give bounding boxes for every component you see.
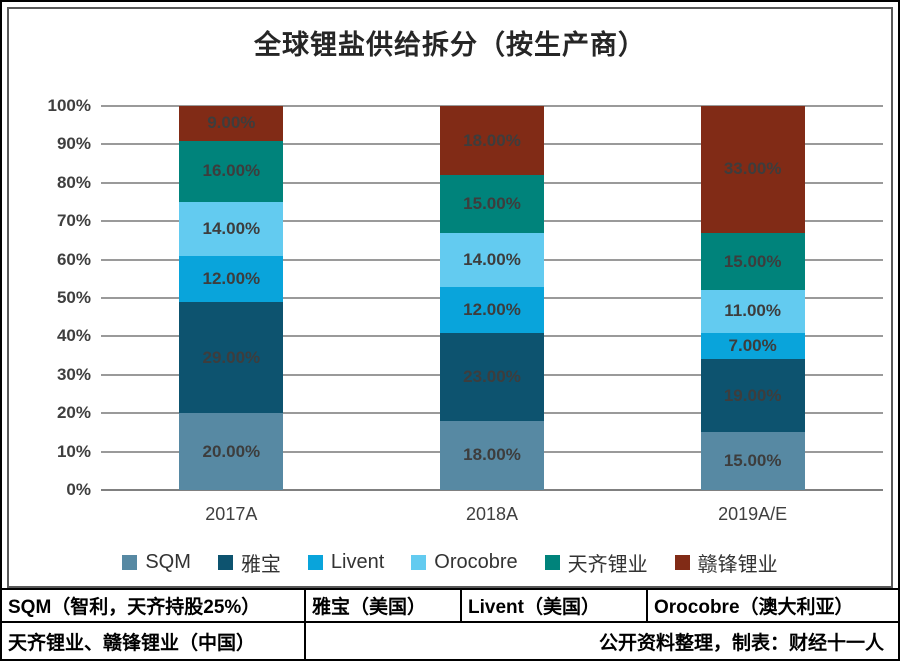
legend-item-Livent: Livent — [307, 551, 385, 574]
segment-天齐锂业-2017A: 16.00% — [179, 140, 284, 203]
segment-value-label: 12.00% — [463, 299, 521, 319]
bar-2018A: 18.00% 23.00% 12.00% 14.00% 15.00% 18.00% — [440, 106, 544, 490]
source-credit: 公开资料整理，制表：财经十一人 — [598, 632, 884, 654]
chart-title: 全球锂盐供给拆分（按生产商） — [254, 30, 646, 60]
note-china-producers: 天齐锂业、赣锋锂业（中国） — [2, 623, 306, 659]
segment-value-label: 12.00% — [202, 268, 261, 288]
segment-value-label: 20.00% — [202, 441, 261, 461]
legend-label: SQM — [145, 551, 191, 573]
gridline-100% — [101, 105, 883, 107]
source-table-row: 天齐锂业、赣锋锂业（中国） 公开资料整理，制表：财经十一人 — [2, 623, 898, 659]
segment-value-label: 14.00% — [202, 218, 261, 238]
x-axis-tick-2018A: 2018A — [465, 504, 519, 524]
segment-SQM-2019A/E: 15.00% — [700, 432, 805, 490]
note-sqm: SQM（智利，天齐持股25%） — [2, 590, 306, 621]
segment-雅宝-2018A: 23.00% — [440, 332, 544, 421]
segment-Livent-2018A: 12.00% — [440, 286, 544, 333]
plot-area: 0% 10% 20% 30% 40% 50% 60% 70% 80% 90% 100% 20.00% 2… — [48, 96, 883, 524]
legend-item-雅宝: 雅宝 — [217, 548, 281, 577]
y-axis-tick-60%: 60% — [56, 249, 91, 269]
legend-label: 天齐锂业 — [567, 554, 648, 576]
segment-天齐锂业-2018A: 15.00% — [440, 175, 544, 233]
segment-value-label: 19.00% — [723, 385, 782, 405]
y-axis-tick-0%: 0% — [66, 480, 91, 499]
segment-value-label: 18.00% — [463, 445, 521, 465]
y-axis-tick-100%: 100% — [47, 96, 91, 115]
source-table-row: SQM（智利，天齐持股25%） 雅宝（美国） Livent（美国） Orocob… — [2, 590, 898, 623]
segment-value-label: 14.00% — [463, 249, 521, 269]
bar-2019A/E: 15.00% 19.00% 7.00% 11.00% 15.00% 33.00% — [700, 106, 805, 490]
segment-SQM-2017A: 20.00% — [179, 413, 284, 490]
segment-赣锋锂业-2017A: 9.00% — [179, 106, 284, 141]
legend-swatch-icon — [217, 555, 233, 570]
legend-swatch-icon — [544, 555, 560, 570]
segment-value-label: 23.00% — [463, 366, 521, 386]
segment-雅宝-2017A: 29.00% — [179, 301, 284, 414]
y-axis-tick-90%: 90% — [56, 134, 91, 154]
legend-item-Orocobre: Orocobre — [411, 551, 518, 574]
segment-赣锋锂业-2018A: 18.00% — [440, 106, 544, 176]
segment-Livent-2019A/E: 7.00% — [700, 332, 805, 360]
segment-赣锋锂业-2019A/E: 33.00% — [700, 106, 805, 233]
segment-value-label: 7.00% — [728, 336, 777, 356]
gridline-0% — [101, 489, 883, 491]
bar-2017A: 20.00% 29.00% 12.00% 14.00% 16.00% 9.00% — [179, 106, 284, 490]
segment-value-label: 11.00% — [724, 301, 782, 321]
legend-swatch-icon — [122, 555, 138, 570]
legend-label: Livent — [330, 551, 385, 573]
y-axis-tick-10%: 10% — [56, 441, 91, 461]
y-axis-tick-70%: 70% — [56, 211, 91, 231]
legend-swatch-icon — [674, 555, 690, 570]
y-axis-tick-80%: 80% — [56, 172, 91, 192]
segment-value-label: 15.00% — [723, 251, 782, 271]
segment-value-label: 16.00% — [202, 161, 261, 181]
source-table: SQM（智利，天齐持股25%） 雅宝（美国） Livent（美国） Orocob… — [2, 588, 898, 659]
segment-value-label: 33.00% — [723, 159, 782, 179]
note-livent: Livent（美国） — [462, 590, 648, 621]
y-axis-tick-30%: 30% — [56, 364, 91, 384]
note-albemarle: 雅宝（美国） — [306, 590, 462, 621]
segment-value-label: 29.00% — [202, 347, 261, 367]
segment-value-label: 15.00% — [723, 451, 782, 471]
legend-label: 赣锋锂业 — [697, 554, 778, 576]
note-orocobre: Orocobre（澳大利亚） — [654, 597, 854, 618]
legend-item-SQM: SQM — [122, 551, 191, 574]
legend-label: Orocobre — [434, 551, 518, 573]
y-axis-tick-50%: 50% — [56, 288, 91, 307]
legend-swatch-icon — [307, 555, 323, 570]
legend-swatch-icon — [411, 555, 427, 570]
legend-label: 雅宝 — [240, 554, 281, 576]
segment-value-label: 18.00% — [463, 130, 521, 150]
segment-Livent-2017A: 12.00% — [179, 255, 284, 302]
legend-item-赣锋锂业: 赣锋锂业 — [674, 548, 778, 577]
x-axis-tick-2019A/E: 2019A/E — [718, 504, 788, 524]
segment-天齐锂业-2019A/E: 15.00% — [700, 232, 805, 291]
chart-panel: 全球锂盐供给拆分（按生产商） 0% 10% 20% 30% 40% 50% 60% 70% 80… — [7, 7, 893, 588]
segment-value-label: 15.00% — [463, 193, 521, 213]
segment-value-label: 9.00% — [207, 113, 256, 133]
chart-legend: SQM 雅宝 Livent Orocobre 天齐锂业 赣锋锂业 — [9, 548, 891, 577]
segment-Orocobre-2017A: 14.00% — [179, 202, 284, 256]
legend-item-天齐锂业: 天齐锂业 — [544, 548, 648, 577]
segment-SQM-2018A: 18.00% — [440, 420, 544, 490]
segment-Orocobre-2018A: 14.00% — [440, 232, 544, 287]
y-axis-tick-20%: 20% — [56, 403, 91, 423]
y-axis-tick-40%: 40% — [56, 326, 91, 346]
segment-雅宝-2019A/E: 19.00% — [700, 359, 805, 433]
x-axis-tick-2017A: 2017A — [205, 504, 258, 524]
segment-Orocobre-2019A/E: 11.00% — [700, 290, 805, 333]
